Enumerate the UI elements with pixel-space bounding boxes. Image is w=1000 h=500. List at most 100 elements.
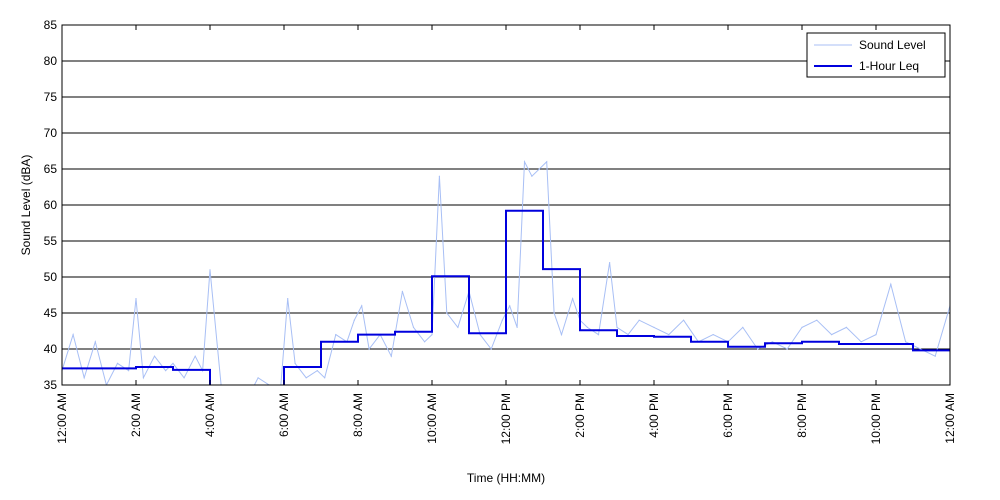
sound-level-point [135,298,137,300]
sound-level-point [424,341,426,343]
plot-area [62,159,950,385]
x-tick-label: 6:00 PM [721,393,735,438]
sound-level-point [257,377,259,379]
sound-level-point [516,326,518,328]
sound-level-point [294,362,296,364]
y-axis-ticks: 35 40 45 50 55 60 65 70 75 80 85 [44,18,67,392]
sound-level-point [209,269,211,271]
sound-level-point [627,334,629,336]
sound-level-point [194,355,196,357]
sound-level-point [361,305,363,307]
sound-level-point [531,175,533,177]
y-tick-label: 75 [44,90,58,104]
y-tick-label: 45 [44,306,58,320]
legend-label-leq: 1-Hour Leq [859,59,919,73]
sound-level-point [390,355,392,357]
sound-level-point [479,334,481,336]
sound-level-point [287,298,289,300]
sound-level-point [801,326,803,328]
x-axis-ticks: 12:00 AM 2:00 AM 4:00 AM 6:00 AM 8:00 AM 10:0… [55,25,957,444]
sound-level-point [609,262,611,264]
sound-level-point [771,341,774,343]
sound-level-point [523,161,526,163]
x-tick-label: 10:00 PM [869,393,883,444]
sound-level-point [831,334,833,336]
x-tick-label: 2:00 PM [573,393,587,438]
sound-level-point [83,377,85,379]
sound-level-point [683,319,685,321]
sound-level-point [538,168,540,170]
x-tick-label: 4:00 PM [647,393,661,438]
x-tick-label: 12:00 AM [55,393,69,444]
legend-label-sound-level: Sound Level [859,38,926,52]
sound-level-point [401,290,403,292]
x-tick-label: 12:00 PM [499,393,513,444]
x-axis-title: Time (HH:MM) [467,471,545,485]
sound-level-point [153,355,156,357]
legend-box [806,32,946,78]
y-axis-title: Sound Level (dBA) [19,155,33,256]
x-tick-label: 8:00 AM [351,393,365,437]
sound-level-point [572,298,574,300]
sound-level-point [860,341,862,343]
sound-level-point [934,355,936,357]
sound-level-point [668,334,670,336]
sound-level-point [638,319,640,321]
x-tick-label: 10:00 AM [425,393,439,444]
sound-level-point [546,161,548,163]
sound-level-point [72,334,74,336]
sound-level-point [142,377,144,379]
sound-level-point [412,326,415,328]
sound-level-point [757,348,759,350]
y-tick-label: 85 [44,18,58,32]
sound-level-point [597,334,600,336]
sound-level-point [509,305,511,307]
sound-level-point [553,312,555,314]
sound-level-point [116,362,119,364]
sound-level-point [875,334,877,336]
x-tick-label: 2:00 AM [129,393,143,437]
sound-level-point [816,319,818,321]
sound-level-point [919,348,922,350]
sound-level-point [324,377,326,379]
sound-level-point [742,326,744,328]
sound-level-point [490,348,492,350]
sound-level-point [305,377,307,379]
x-tick-label: 6:00 AM [277,393,291,437]
sound-level-point [560,334,563,336]
sound-level-point [786,348,788,350]
sound-level-point [446,312,448,314]
sound-level-point [616,326,618,328]
sound-level-point [128,370,130,372]
sound-level-point [890,283,892,285]
series-sound-level-line [62,159,950,385]
sound-level-point [165,370,167,372]
y-tick-label: 65 [44,162,58,176]
y-tick-label: 50 [44,270,58,284]
sound-level-point [94,341,96,343]
sound-level-point [353,319,355,321]
legend: Sound Level 1-Hour Leq [806,32,946,78]
sound-level-point [438,175,440,177]
y-tick-label: 60 [44,198,58,212]
series-layer [62,159,950,385]
y-tick-label: 55 [44,234,58,248]
sound-level-point [316,370,318,372]
sound-level-point [501,319,503,321]
y-tick-label: 80 [44,54,58,68]
sound-level-point [905,341,907,343]
sound-level-point [335,334,337,336]
sound-level-point [845,326,848,328]
x-tick-label: 8:00 PM [795,393,809,438]
sound-level-point [653,326,655,328]
x-tick-label: 12:00 AM [943,393,957,444]
sound-level-point [712,334,714,336]
sound-level-point [172,362,174,364]
y-tick-label: 40 [44,342,58,356]
sound-level-point [368,348,370,350]
sound-level-point [586,326,589,328]
y-tick-label: 35 [44,378,58,392]
y-tick-label: 70 [44,126,58,140]
